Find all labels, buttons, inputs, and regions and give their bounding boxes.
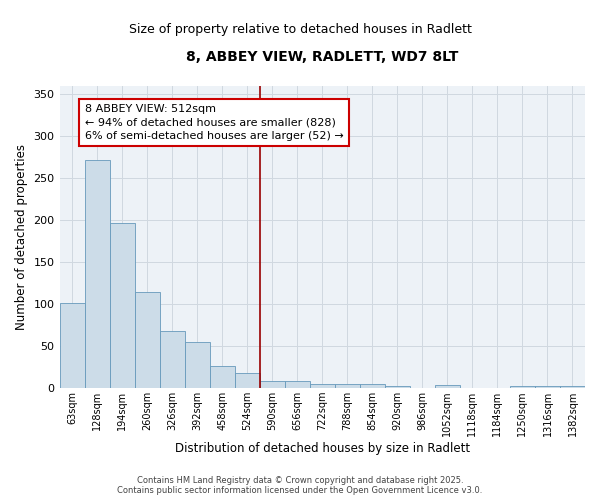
Text: 8 ABBEY VIEW: 512sqm
← 94% of detached houses are smaller (828)
6% of semi-detac: 8 ABBEY VIEW: 512sqm ← 94% of detached h… [85,104,343,141]
Bar [310,384,335,388]
Bar [185,342,209,388]
Bar [335,384,360,388]
Bar [110,223,134,388]
X-axis label: Distribution of detached houses by size in Radlett: Distribution of detached houses by size … [175,442,470,455]
Bar [235,373,260,388]
Text: Contains HM Land Registry data © Crown copyright and database right 2025.
Contai: Contains HM Land Registry data © Crown c… [118,476,482,495]
Bar [360,384,385,388]
Bar [134,292,160,388]
Bar [385,386,410,388]
Bar [510,386,535,388]
Bar [85,160,110,388]
Bar [160,331,185,388]
Title: 8, ABBEY VIEW, RADLETT, WD7 8LT: 8, ABBEY VIEW, RADLETT, WD7 8LT [186,50,458,64]
Text: Size of property relative to detached houses in Radlett: Size of property relative to detached ho… [128,22,472,36]
Bar [535,386,560,388]
Bar [285,382,310,388]
Bar [209,366,235,388]
Bar [59,302,85,388]
Bar [435,385,460,388]
Y-axis label: Number of detached properties: Number of detached properties [15,144,28,330]
Bar [260,380,285,388]
Bar [560,386,585,388]
